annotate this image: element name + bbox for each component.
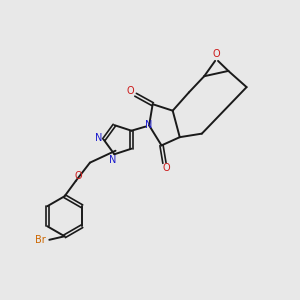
Text: O: O <box>127 86 134 96</box>
Text: N: N <box>95 133 102 143</box>
Text: Br: Br <box>34 236 45 245</box>
Text: N: N <box>109 155 117 165</box>
Text: O: O <box>74 172 82 182</box>
Text: O: O <box>213 50 220 59</box>
Text: O: O <box>163 164 171 173</box>
Text: N: N <box>146 120 153 130</box>
